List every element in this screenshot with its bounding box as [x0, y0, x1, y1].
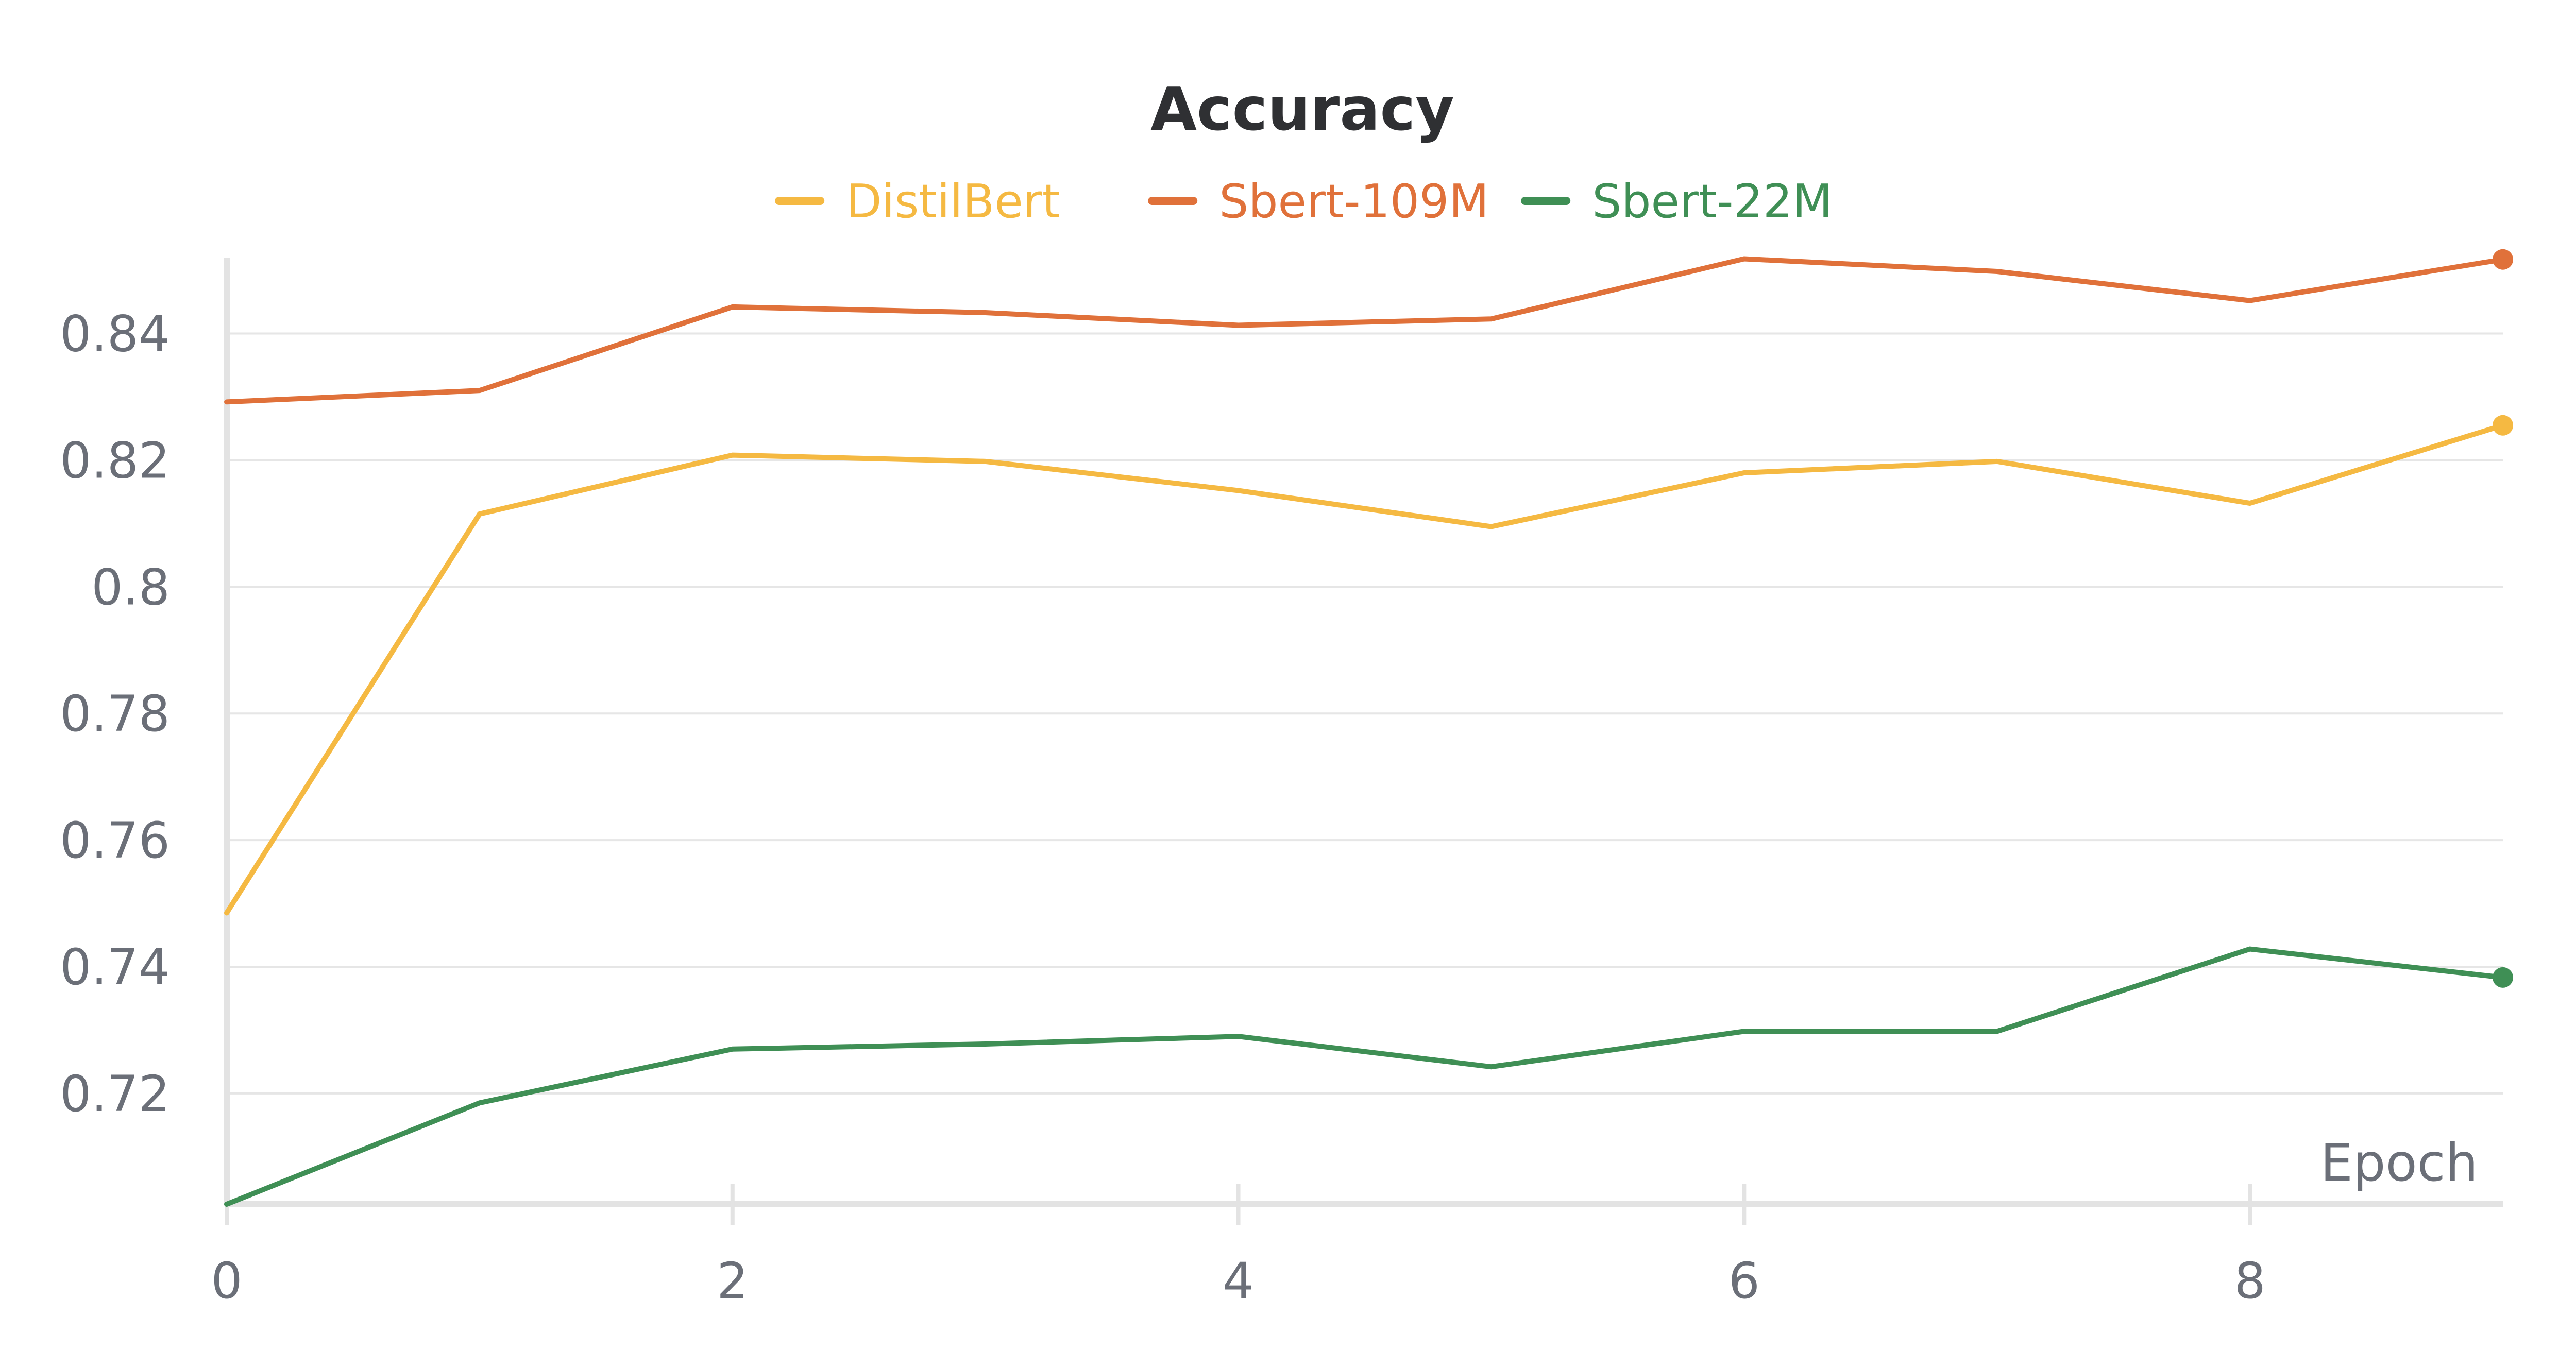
series-line	[224, 422, 2505, 916]
x-tick-label: 2	[717, 1252, 748, 1310]
x-tick-label: 8	[2234, 1252, 2266, 1310]
legend: DistilBert Sbert-109M Sbert-22M	[775, 175, 1833, 229]
series-end-marker	[2493, 967, 2513, 988]
series-line	[224, 256, 2505, 405]
legend-label: Sbert-22M	[1592, 175, 1833, 229]
y-tick-label: 0.78	[60, 685, 170, 743]
series-end-marker	[2493, 415, 2513, 436]
y-tick-label: 0.82	[60, 432, 170, 489]
x-tick-label: 0	[211, 1252, 242, 1310]
grid-lines	[227, 332, 2503, 1095]
series-end-marker	[2493, 249, 2513, 270]
legend-label: DistilBert	[846, 175, 1060, 229]
y-tick-label: 0.84	[60, 305, 170, 363]
y-tick-label: 0.76	[60, 812, 170, 869]
y-tick-label: 0.8	[91, 558, 170, 616]
x-axis-label: Epoch	[2320, 1133, 2478, 1193]
series-lines	[224, 256, 2505, 1207]
y-axis-ticks: 0.72 0.74 0.76 0.78 0.8 0.82 0.84	[60, 305, 170, 1123]
y-tick-label: 0.72	[60, 1065, 170, 1123]
legend-item: DistilBert	[775, 175, 1060, 229]
chart-title: Accuracy	[1150, 75, 1454, 144]
legend-item: Sbert-109M	[1148, 175, 1489, 229]
series-end-markers	[2493, 249, 2513, 988]
legend-item: Sbert-22M	[1521, 175, 1833, 229]
x-tick-label: 4	[1223, 1252, 1254, 1310]
y-tick-label: 0.74	[60, 938, 170, 996]
axes	[224, 258, 2503, 1207]
series-line	[224, 946, 2505, 1207]
legend-label: Sbert-109M	[1219, 175, 1489, 229]
x-tick-label: 6	[1728, 1252, 1760, 1310]
